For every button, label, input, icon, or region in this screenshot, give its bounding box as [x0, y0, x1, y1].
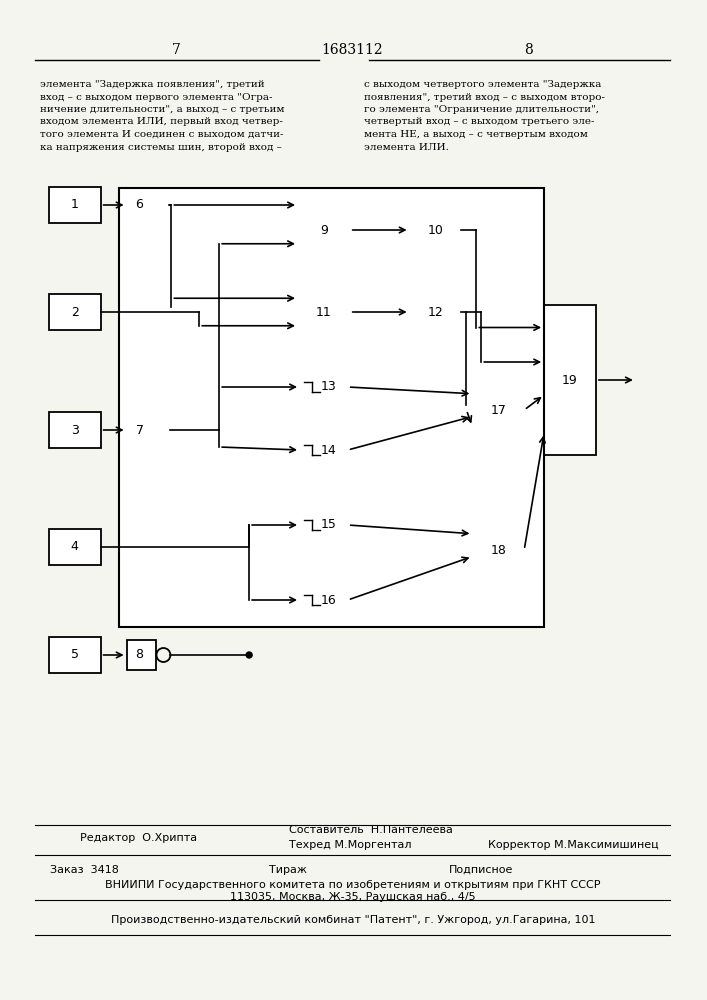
FancyBboxPatch shape [49, 637, 100, 673]
FancyBboxPatch shape [472, 377, 524, 442]
FancyBboxPatch shape [409, 211, 462, 249]
FancyBboxPatch shape [300, 435, 348, 465]
Text: 11: 11 [316, 306, 332, 318]
Text: 16: 16 [321, 593, 337, 606]
Text: 113035, Москва, Ж-35, Раушская наб., 4/5: 113035, Москва, Ж-35, Раушская наб., 4/5 [230, 892, 476, 902]
FancyBboxPatch shape [49, 412, 100, 448]
FancyBboxPatch shape [127, 640, 156, 670]
FancyBboxPatch shape [298, 202, 350, 257]
Text: 13: 13 [321, 380, 337, 393]
Text: Тираж: Тираж [269, 865, 307, 875]
Circle shape [197, 309, 202, 315]
Text: 10: 10 [428, 224, 443, 236]
Text: 18: 18 [491, 544, 506, 556]
Text: 7: 7 [136, 424, 144, 436]
Text: с выходом четвертого элемента "Задержка
появления", третий вход – с выходом втор: с выходом четвертого элемента "Задержка … [363, 80, 604, 151]
Text: ВНИИПИ Государственного комитета по изобретениям и открытиям при ГКНТ СССР: ВНИИПИ Государственного комитета по изоб… [105, 880, 600, 890]
Text: 7: 7 [172, 43, 181, 57]
Text: 1: 1 [71, 198, 78, 212]
FancyBboxPatch shape [49, 529, 100, 565]
FancyBboxPatch shape [544, 305, 596, 455]
Circle shape [216, 427, 222, 433]
Text: Заказ  3418: Заказ 3418 [49, 865, 119, 875]
Text: 17: 17 [491, 403, 506, 416]
FancyBboxPatch shape [49, 187, 100, 223]
Text: 15: 15 [321, 518, 337, 532]
Text: Подписное: Подписное [448, 865, 513, 875]
Text: Производственно-издательский комбинат "Патент", г. Ужгород, ул.Гагарина, 101: Производственно-издательский комбинат "П… [110, 915, 595, 925]
FancyBboxPatch shape [127, 415, 156, 445]
FancyBboxPatch shape [298, 284, 350, 340]
FancyBboxPatch shape [49, 294, 100, 330]
Text: 14: 14 [321, 444, 337, 456]
Text: 3: 3 [71, 424, 78, 436]
Text: Составитель  Н.Пантелеева: Составитель Н.Пантелеева [289, 825, 453, 835]
FancyBboxPatch shape [119, 188, 544, 627]
FancyBboxPatch shape [472, 518, 524, 582]
Text: Редактор  О.Хрипта: Редактор О.Хрипта [80, 833, 197, 843]
FancyBboxPatch shape [300, 510, 348, 540]
FancyBboxPatch shape [409, 293, 462, 331]
Text: 9: 9 [320, 224, 328, 236]
Text: 12: 12 [428, 306, 443, 318]
Text: Техред М.Моргентал: Техред М.Моргентал [289, 840, 411, 850]
FancyBboxPatch shape [300, 585, 348, 615]
FancyBboxPatch shape [300, 372, 348, 402]
Text: 4: 4 [71, 540, 78, 554]
Text: 2: 2 [71, 306, 78, 318]
Text: 8: 8 [524, 43, 532, 57]
Circle shape [246, 652, 252, 658]
Text: 6: 6 [136, 198, 144, 212]
Text: 8: 8 [136, 648, 144, 662]
Text: 19: 19 [562, 373, 578, 386]
Circle shape [246, 544, 252, 550]
Text: 1683112: 1683112 [321, 43, 382, 57]
FancyBboxPatch shape [127, 190, 156, 220]
Text: Корректор М.Максимишинец: Корректор М.Максимишинец [489, 840, 659, 850]
Text: 5: 5 [71, 648, 78, 662]
Text: элемента "Задержка появления", третий
вход – с выходом первого элемента "Огра-
н: элемента "Задержка появления", третий вх… [40, 80, 284, 151]
